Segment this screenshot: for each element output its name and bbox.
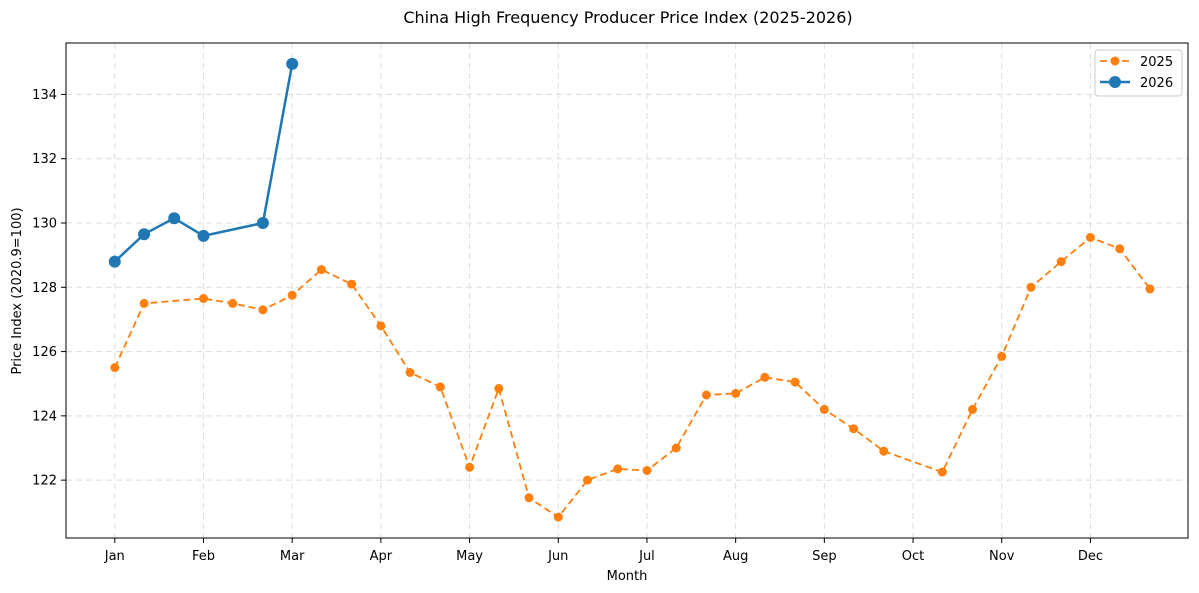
- data-point-2025: [1056, 257, 1066, 267]
- data-point-2025: [1085, 233, 1095, 242]
- data-point-2026: [138, 228, 151, 241]
- data-point-2025: [139, 298, 149, 308]
- y-tick-label: 126: [32, 345, 57, 360]
- data-point-2025: [1145, 284, 1155, 294]
- x-tick-label: Aug: [723, 549, 748, 564]
- series-layer: [108, 57, 1155, 522]
- x-tick-label: Dec: [1078, 549, 1103, 564]
- data-point-2025: [524, 493, 534, 503]
- data-point-2025: [701, 390, 711, 400]
- data-point-2025: [465, 462, 475, 472]
- data-point-2025: [879, 446, 889, 456]
- y-axis: 122 124 126 128 130 132 134: [32, 88, 66, 489]
- series-line-2025: [113, 236, 1151, 518]
- x-axis: Jan Feb Mar Apr May Jun Jul Aug Sep Oct Nov Dec: [104, 538, 1103, 564]
- data-point-2025: [790, 377, 800, 387]
- grid: [66, 43, 1188, 538]
- data-point-2025: [642, 466, 652, 475]
- data-point-2025: [553, 512, 563, 522]
- data-point-2025: [760, 372, 770, 382]
- data-point-2026: [168, 212, 181, 225]
- data-point-2026: [108, 255, 121, 268]
- x-tick-label: Jun: [547, 549, 568, 564]
- data-point-2025: [110, 363, 120, 373]
- series-line-2026: [113, 63, 294, 263]
- x-tick-label: Sep: [812, 549, 837, 564]
- y-tick-label: 122: [32, 474, 57, 489]
- data-point-2026: [197, 229, 210, 242]
- data-point-2025: [405, 368, 415, 377]
- y-tick-label: 132: [32, 152, 57, 167]
- data-point-2025: [287, 290, 297, 300]
- x-tick-label: Jan: [104, 549, 125, 564]
- x-axis-title: Month: [607, 569, 648, 584]
- legend-entry-2025: 2025: [1100, 55, 1173, 70]
- data-point-2025: [316, 265, 326, 275]
- legend-marker-2026: [1109, 76, 1121, 88]
- data-point-2025: [997, 351, 1007, 361]
- data-point-2026: [256, 217, 269, 229]
- data-point-2025: [258, 305, 268, 315]
- legend: 2025 2026: [1094, 49, 1183, 97]
- y-axis-title: Price Index (2020.9=100): [10, 207, 25, 374]
- x-tick-label: Mar: [280, 549, 305, 564]
- data-point-2025: [968, 404, 977, 414]
- legend-label-2026: 2026: [1140, 76, 1173, 91]
- y-tick-label: 128: [32, 281, 57, 296]
- x-tick-label: Oct: [902, 549, 924, 564]
- x-tick-label: Feb: [192, 549, 215, 564]
- data-point-2025: [849, 424, 859, 434]
- data-point-2025: [937, 467, 947, 477]
- data-point-2025: [199, 294, 208, 303]
- data-point-2026: [286, 57, 299, 70]
- data-point-2025: [671, 443, 681, 453]
- x-tick-label: Apr: [370, 549, 393, 564]
- plot-area-frame: [65, 42, 1189, 539]
- chart-title: China High Frequency Producer Price Inde…: [403, 8, 852, 27]
- y-tick-label: 134: [32, 88, 57, 103]
- data-point-2025: [347, 279, 357, 289]
- data-point-2025: [731, 388, 741, 398]
- y-tick-label: 130: [32, 217, 57, 232]
- data-point-2025: [494, 384, 504, 393]
- data-point-2025: [376, 321, 386, 331]
- x-tick-label: May: [456, 549, 483, 564]
- legend-entry-2026: 2026: [1100, 76, 1173, 91]
- x-tick-label: Nov: [989, 549, 1015, 564]
- legend-label-2025: 2025: [1140, 55, 1173, 70]
- legend-marker-2025: [1110, 56, 1120, 66]
- x-tick-label: Jul: [638, 549, 655, 564]
- data-point-2025: [819, 404, 829, 414]
- data-point-2025: [1115, 244, 1125, 254]
- data-point-2025: [228, 298, 238, 308]
- data-point-2025: [435, 382, 445, 392]
- data-point-2025: [613, 464, 623, 474]
- y-tick-label: 124: [32, 409, 57, 424]
- data-point-2025: [1026, 282, 1036, 292]
- data-point-2025: [583, 475, 592, 485]
